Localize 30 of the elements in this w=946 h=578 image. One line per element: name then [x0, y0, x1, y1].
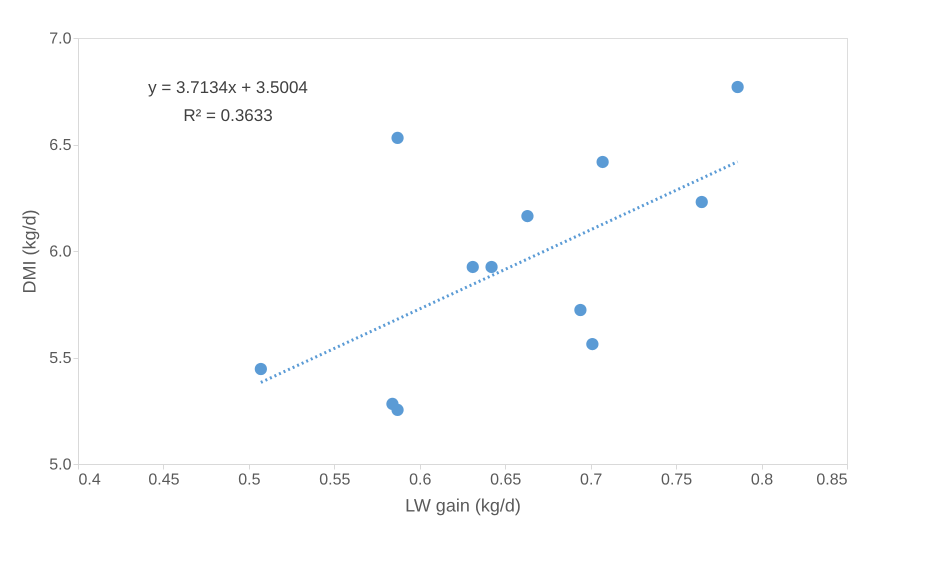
point	[521, 210, 534, 222]
y-tick-label: 5.5	[49, 350, 72, 367]
x-tick-label: 0.75	[661, 472, 692, 488]
y-tick-label: 6.0	[49, 244, 72, 260]
x-tick-label: 0.6	[409, 472, 432, 488]
annotation: R² = 0.3633	[183, 106, 273, 125]
point	[466, 260, 479, 274]
annotation: y = 3.7134x + 3.5004	[148, 78, 308, 97]
x-tick-label: 0.55	[319, 472, 351, 488]
y-tick-label: 5.0	[49, 456, 72, 474]
point	[574, 304, 587, 316]
point	[586, 338, 598, 350]
x-tick-label: 0.4	[78, 472, 101, 488]
point	[732, 80, 744, 94]
point	[485, 260, 498, 274]
point	[391, 404, 404, 416]
y-tick-label: 7.0	[49, 30, 72, 48]
y-tick-label: 6.5	[49, 137, 72, 154]
x-tick-label: 0.45	[148, 472, 180, 488]
point	[254, 362, 267, 376]
point	[696, 196, 708, 208]
x-tick-label: 0.7	[580, 472, 602, 488]
point	[391, 132, 404, 144]
x-tick-label: 0.8	[750, 472, 774, 488]
x-axis-title: LW gain (kg/d)	[405, 496, 521, 516]
x-tick-label: 0.65	[490, 472, 522, 488]
x-tick-label: 0.85	[816, 472, 848, 488]
point	[596, 156, 609, 168]
x-tick-label: 0.5	[238, 472, 261, 488]
y-axis-title: DMI (kg/d)	[19, 209, 40, 294]
